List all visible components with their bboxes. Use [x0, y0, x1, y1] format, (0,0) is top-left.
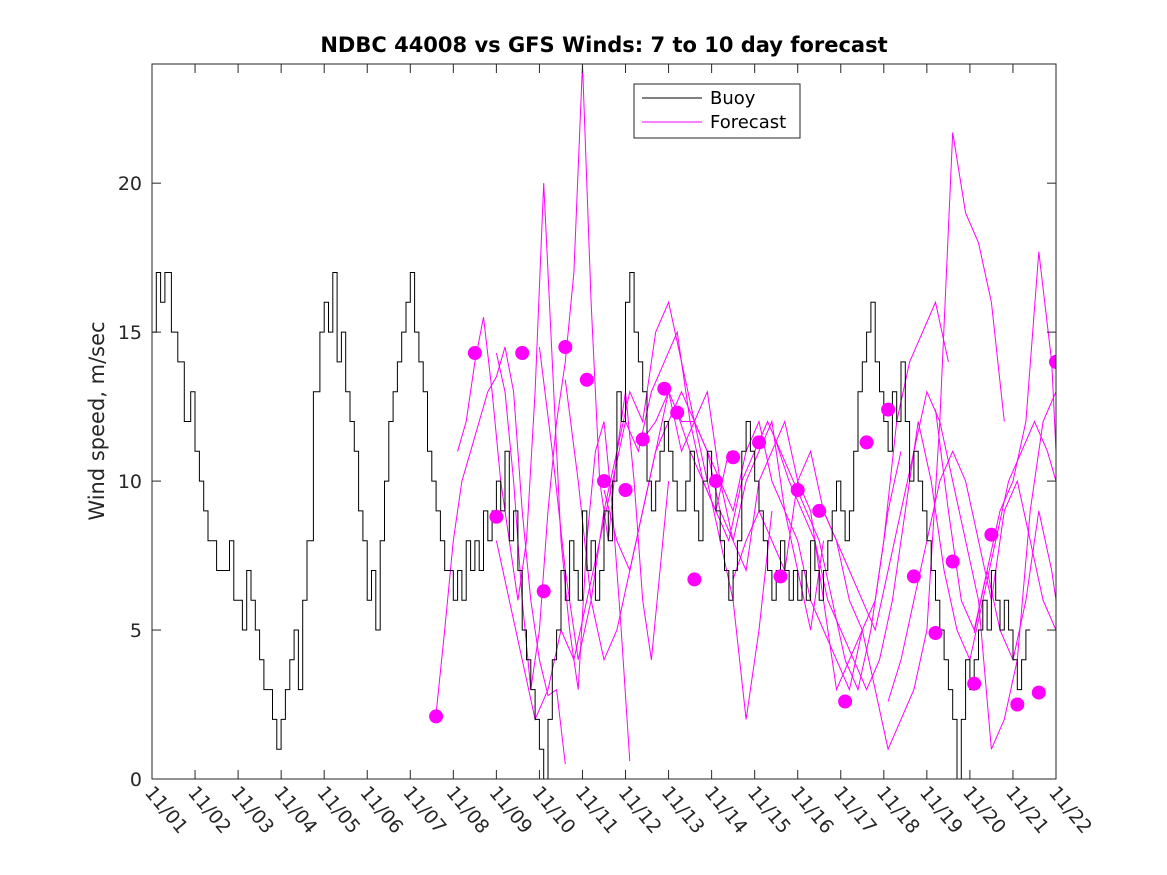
- x-tick-label: 11/09: [485, 782, 537, 838]
- forecast-marker: [618, 483, 633, 497]
- y-tick-label: 0: [130, 769, 142, 791]
- x-tick-label: 11/12: [614, 782, 666, 838]
- legend-buoy-label: Buoy: [710, 88, 756, 109]
- y-tick-label: 20: [118, 173, 142, 195]
- forecast-marker: [515, 346, 530, 360]
- y-tick-label: 5: [130, 620, 142, 642]
- forecast-marker: [790, 483, 805, 497]
- x-tick-label: 11/19: [915, 782, 967, 838]
- forecast-marker: [1071, 534, 1085, 548]
- forecast-line-11: [775, 420, 1056, 691]
- x-tick-label: 11/22: [1044, 782, 1096, 838]
- forecast-marker: [670, 405, 685, 420]
- forecast-marker: [812, 503, 827, 518]
- x-tick-label: 11/17: [829, 782, 881, 838]
- y-tick-label: 10: [118, 471, 142, 493]
- forecast-marker: [859, 435, 874, 450]
- forecast-marker: [838, 694, 853, 709]
- forecast-line-9: [676, 300, 949, 692]
- forecast-marker: [467, 346, 482, 360]
- forecast-marker: [1049, 354, 1056, 369]
- forecast-line-2: [457, 183, 631, 762]
- forecast-line-15: [973, 251, 1056, 634]
- x-tick-label: 11/13: [657, 782, 709, 838]
- forecast-marker: [489, 509, 504, 524]
- forecast-line-1: [435, 346, 566, 765]
- forecast-marker: [726, 450, 741, 465]
- x-tick-label: 11/11: [571, 782, 623, 838]
- x-tick-label: 11/06: [355, 782, 407, 838]
- x-tick-label: 11/21: [1001, 782, 1053, 838]
- axes-box: [151, 63, 1057, 780]
- forecast-line-10: [732, 132, 1005, 751]
- forecast-line-8: [642, 389, 902, 692]
- forecast-line-7: [603, 390, 863, 692]
- forecast-marker: [558, 340, 573, 354]
- forecast-marker: [945, 554, 960, 569]
- forecast-marker: [687, 572, 702, 587]
- plot-area: [152, 64, 1085, 779]
- forecast-marker: [579, 372, 594, 387]
- forecast-marker: [1010, 697, 1025, 712]
- forecast-line-13: [887, 450, 1056, 702]
- x-tick-label: 11/16: [786, 782, 838, 838]
- x-tick-label: 11/07: [398, 782, 450, 838]
- x-tick-label: 11/10: [528, 782, 580, 838]
- forecast-marker: [752, 435, 766, 450]
- forecast-marker: [536, 584, 551, 599]
- forecast-marker: [906, 569, 921, 584]
- legend-box: [633, 83, 801, 139]
- buoy-line: [152, 272, 1031, 779]
- x-tick-label: 11/04: [269, 782, 321, 838]
- forecast-marker: [773, 569, 788, 584]
- forecast-marker: [1031, 685, 1046, 700]
- forecast-marker: [928, 626, 943, 640]
- x-tick-label: 11/14: [700, 782, 752, 838]
- forecast-marker: [597, 474, 611, 489]
- forecast-marker: [708, 474, 723, 489]
- x-tick-label: 11/18: [872, 782, 924, 838]
- x-tick-label: 11/08: [442, 782, 494, 838]
- x-tick-label: 11/02: [183, 782, 235, 838]
- forecast-marker: [429, 709, 444, 724]
- forecast-marker: [967, 676, 982, 691]
- forecast-marker: [657, 381, 672, 396]
- x-tick-label: 11/20: [958, 782, 1010, 838]
- x-tick-label: 11/05: [312, 782, 364, 838]
- x-tick-label: 11/15: [743, 782, 795, 838]
- y-axis-label: Wind speed, m/sec: [85, 321, 109, 520]
- forecast-marker: [635, 432, 650, 447]
- legend-forecast-label: Forecast: [710, 112, 786, 133]
- y-tick-label: 15: [118, 322, 142, 344]
- x-tick-label: 11/03: [226, 782, 278, 838]
- x-tick-label: 11/01: [140, 782, 192, 838]
- y-axis: 0 5 10 15 20: [118, 173, 1056, 791]
- forecast-marker: [881, 402, 896, 417]
- forecast-marker: [984, 527, 999, 542]
- chart-title: NDBC 44008 vs GFS Winds: 7 to 10 day for…: [320, 33, 887, 57]
- legend: Buoy Forecast: [633, 83, 801, 139]
